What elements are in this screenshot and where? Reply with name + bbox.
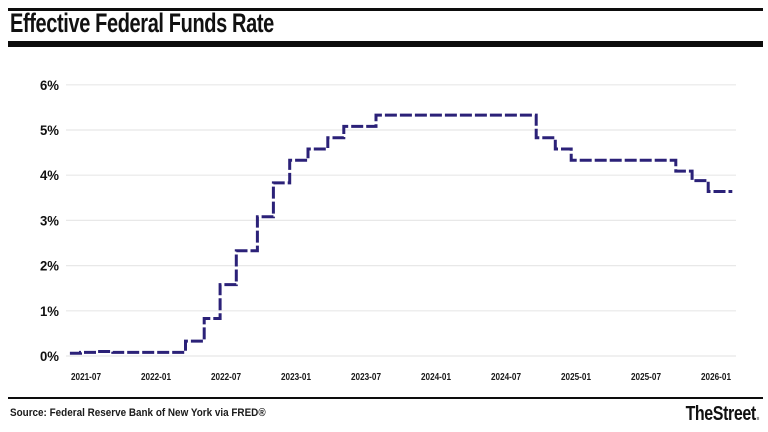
- x-axis-tick-label: 2021-07: [71, 372, 101, 383]
- page-title-text: Effective Federal Funds Rate: [10, 8, 274, 38]
- y-axis-tick-label: 5%: [40, 123, 59, 138]
- x-axis-tick-label: 2025-07: [631, 372, 661, 383]
- thestreet-logo: TheStreet.: [667, 403, 761, 426]
- footer-rule: [8, 397, 763, 399]
- x-axis-tick-label: 2024-01: [421, 372, 451, 383]
- y-axis-tick-label: 3%: [40, 213, 59, 228]
- y-axis-tick-label: 1%: [40, 304, 59, 319]
- x-axis-tick-label: 2024-07: [491, 372, 521, 383]
- header-top-rule: [8, 8, 763, 11]
- x-axis-tick-label: 2025-01: [561, 372, 591, 383]
- y-axis-tick-label: 6%: [40, 78, 59, 93]
- y-axis-tick-label: 2%: [40, 259, 59, 274]
- y-axis-tick-label: 0%: [40, 349, 59, 364]
- x-axis-tick-label: 2022-01: [141, 372, 171, 383]
- x-axis-tick-label: 2023-07: [351, 372, 381, 383]
- x-axis-tick-label: 2026-01: [701, 372, 731, 383]
- source-attribution: Source: Federal Reserve Bank of New York…: [10, 407, 266, 419]
- thestreet-logo-text: TheStreet: [685, 403, 757, 425]
- x-axis-tick-label: 2022-07: [211, 372, 241, 383]
- thestreet-logo-dot: .: [755, 403, 760, 425]
- page-title: Effective Federal Funds Rate: [10, 8, 367, 38]
- y-axis-tick-label: 4%: [40, 168, 59, 183]
- x-axis-tick-label: 2023-01: [281, 372, 311, 383]
- header-thick-rule: [8, 41, 763, 47]
- rate-step-line: [69, 113, 733, 355]
